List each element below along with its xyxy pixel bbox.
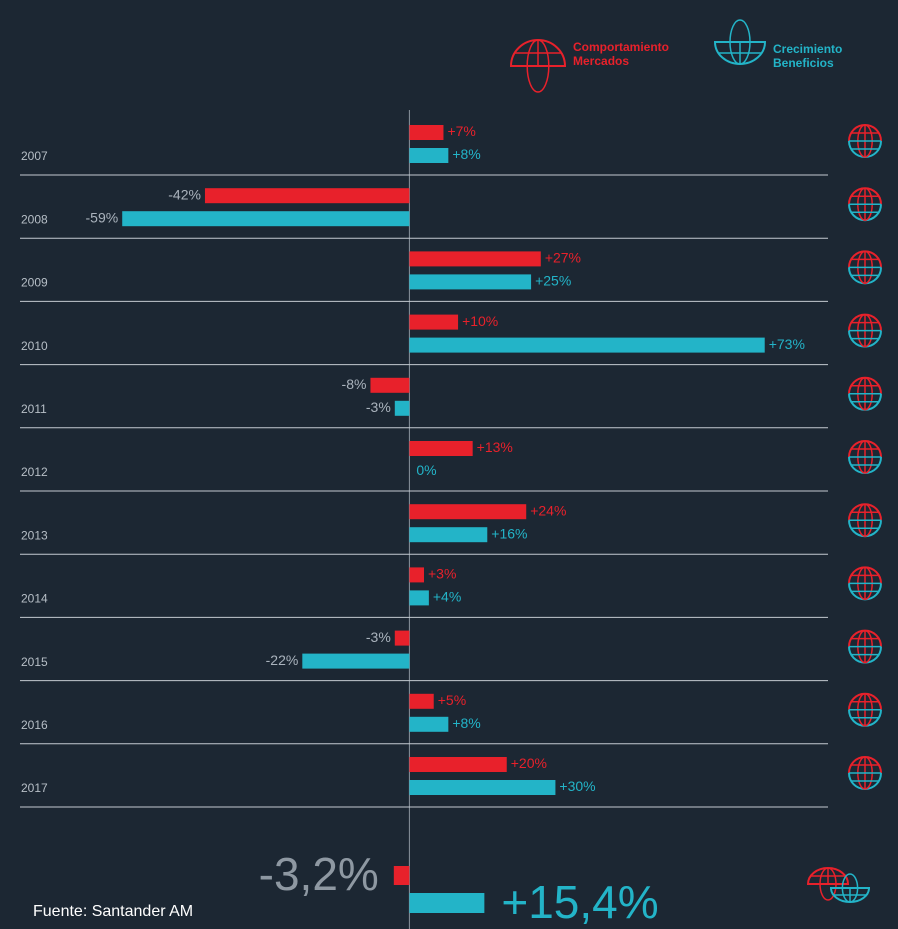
value-label: -22% [266,652,299,668]
y-tick-label: 2008 [21,212,48,226]
globe-icon [848,376,882,411]
bar [394,630,410,646]
globe-icon [848,187,882,222]
bar [409,251,541,267]
value-label: +10% [462,313,498,329]
bar [409,693,434,709]
globe-icon [848,250,882,285]
value-label: -8% [342,376,367,392]
y-tick-label: 2016 [21,718,48,732]
bar [409,314,459,330]
y-tick-label: 2015 [21,655,48,669]
globe-icon [848,629,882,664]
bar [409,504,527,520]
value-label: +73% [769,336,805,352]
legend-icon [806,867,850,901]
bar [409,441,473,456]
value-label: +5% [438,692,466,708]
y-tick-label: 2013 [21,528,48,542]
bar [370,377,410,393]
value-label: +7% [447,123,475,139]
bar [302,653,410,669]
y-tick-label: 2009 [21,276,48,290]
legend-label: Crecimiento Beneficios [773,42,843,70]
y-tick-label: 2014 [21,592,48,606]
value-label: -42% [168,186,201,202]
summary-bar [393,866,410,885]
globe-icon [848,566,882,601]
bar [409,716,449,732]
bar [394,400,410,416]
legend-icon [509,39,567,93]
globe-icon [848,503,882,538]
y-tick-label: 2011 [21,402,47,416]
summary-bar [409,893,485,913]
bar [409,757,507,772]
bar [409,274,532,290]
value-label: +8% [452,715,480,731]
value-label: +27% [545,250,581,266]
globe-icon [848,756,882,790]
bar [409,125,444,140]
bar [409,780,556,795]
globe-icon [848,124,882,158]
y-tick-label: 2010 [21,339,48,353]
value-label: +20% [511,755,547,771]
globe-icon [848,440,882,474]
value-label: +3% [428,566,456,582]
bar [122,211,410,227]
y-tick-label: 2017 [21,781,48,795]
legend-icon [829,873,871,903]
globe-icon [848,692,882,727]
value-label: -3% [366,629,391,645]
value-label: 0% [416,462,436,478]
bar [409,527,488,543]
value-label: +25% [535,273,571,289]
bar [409,148,449,163]
value-label: +24% [530,502,566,518]
value-label: +4% [433,589,461,605]
bar [409,590,429,606]
globe-icon [848,313,882,348]
value-label: -59% [86,209,119,225]
value-label: +8% [452,146,480,162]
value-label: +30% [559,778,595,794]
legend-icon [713,19,767,65]
legend-label: Comportamiento Mercados [573,40,669,68]
bar [409,567,424,583]
y-tick-label: 2012 [21,465,48,479]
summary-label: -3,2% [259,848,379,900]
bar [409,337,765,353]
value-label: +13% [477,439,513,455]
value-label: -3% [366,399,391,415]
summary-label: +15,4% [501,876,658,928]
value-label: +16% [491,525,527,541]
source: Fuente: Santander AM [33,903,194,920]
y-tick-label: 2007 [21,149,48,163]
bar [204,188,410,204]
